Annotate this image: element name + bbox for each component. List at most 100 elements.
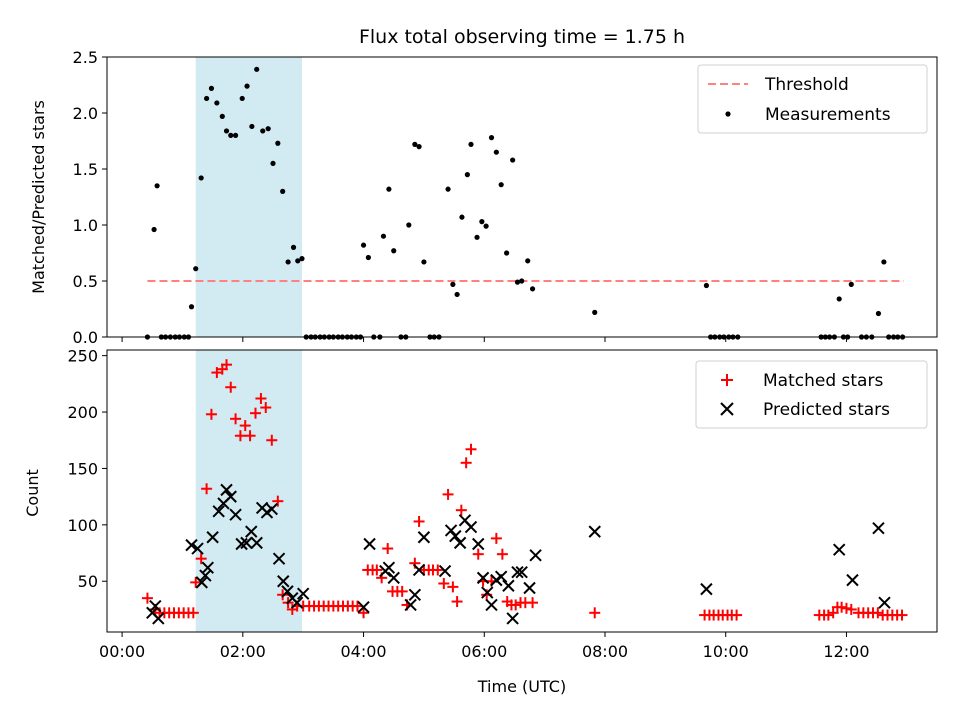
predicted-star-marker [185,538,198,552]
chart-title: Flux total observing time = 1.75 h [359,26,685,48]
predicted-star-marker [878,596,891,609]
measurement-point [151,226,157,233]
measurement-point [450,281,456,287]
top-x-ticks [121,337,847,342]
matched-star-marker [249,407,261,419]
matched-star-marker [260,402,272,414]
predicted-star-marker [515,566,528,579]
measurement-point [228,132,234,138]
matched-star-marker [413,515,425,527]
measurement-point [260,128,266,134]
measurement-point [265,126,271,132]
measurement-point [504,250,510,256]
measurement-point [510,157,516,163]
matched-star-marker [527,597,539,609]
measurement-point [421,259,427,265]
bottom-y-tick-label: 100 [67,516,98,535]
top-y-tick-label: 0.5 [73,272,98,291]
predicted-star-marker [220,483,233,497]
measurement-point [386,186,392,192]
predicted-star-marker [453,536,467,550]
predicted-star-marker [201,561,215,574]
matched-star-marker [272,495,284,507]
matched-star-marker [822,609,834,621]
top-y-tick-label: 2.5 [73,48,98,67]
measurement-point [592,309,598,315]
bottom-y-ticks: 50 100 150 200 250 [67,347,107,591]
measurement-point [275,140,281,146]
measurement-point [488,135,495,141]
top-y-tick-label: 1.5 [73,160,98,179]
measurement-point [836,296,842,302]
measurement-point [875,310,882,317]
measurement-point [232,132,239,138]
matched-star-marker [490,532,502,544]
legend-matched-swatch [721,374,733,386]
legend-measurements-swatch [725,111,731,117]
predicted-star-marker [481,586,494,599]
measurement-point [193,266,199,272]
predicted-star-marker [523,581,536,595]
matched-star-marker [205,408,217,420]
x-axis-label: Time (UTC) [477,677,566,696]
predicted-star-marker [199,569,212,582]
bottom-plot-frame [106,349,938,633]
predicted-star-marker [412,563,426,577]
x-tick-label: 00:00 [99,642,145,661]
x-tick-label: 12:00 [823,642,869,661]
matched-star-marker [255,393,267,405]
bottom-legend: Matched stars Predicted stars [695,360,928,429]
measurement-point [479,219,485,225]
matched-star-marker [460,457,472,469]
predicted-star-marker [357,600,370,614]
measurement-point [483,223,489,229]
measurement-point [416,144,422,150]
measurement-point [493,149,499,155]
matched-star-marker [496,548,508,560]
measurement-point [464,172,470,178]
measurement-point [360,242,367,248]
matched-star-marker [221,359,233,371]
predicted-star-marker [846,573,859,587]
predicted-star-marker [476,571,490,585]
matched-star-marker [840,602,852,614]
measurement-point [365,254,371,261]
matched-star-marker [266,434,278,446]
matched-star-marker [277,589,289,601]
bottom-y-tick-label: 150 [67,459,98,478]
matched-star-marker [589,607,601,619]
matched-star-marker [442,488,454,500]
top-legend: Threshold Measurements [697,64,928,134]
predicted-star-marker [494,570,508,583]
measurement-point [519,278,525,284]
measurement-point [525,258,531,264]
x-tick-label: 04:00 [340,642,386,661]
measurement-point [881,259,887,265]
matched-star-marker [371,564,383,576]
predicted-star-marker [195,576,208,589]
matched-star-marker [872,607,884,619]
predicted-star-marker [224,490,237,503]
measurement-point [290,244,297,250]
bottom-panel: 50 100 150 200 250 00:00 02:00 04:00 06:00 08:00… [23,347,938,696]
legend-matched-label: Matched stars [763,371,883,391]
matched-star-marker [239,420,251,432]
legend-predicted-label: Predicted stars [763,400,890,420]
measurement-point [406,222,412,228]
matched-star-marker [201,483,213,495]
predicted-star-marker [506,612,519,625]
measurement-point [254,66,260,72]
bottom-shaded-interval [195,350,302,632]
predicted-star-marker [408,588,422,601]
matched-star-marker [451,596,463,608]
measurement-point [219,113,225,119]
predicted-star-marker [449,529,462,543]
measurement-point [208,85,215,91]
predicted-star-marker [296,587,310,600]
predicted-star-marker [250,536,263,550]
predicted-star-marker [281,585,294,598]
top-plot-frame [106,56,938,338]
top-y-tick-label: 2.0 [73,104,98,123]
predicted-star-marker [229,508,242,521]
predicted-star-marker [700,582,713,596]
